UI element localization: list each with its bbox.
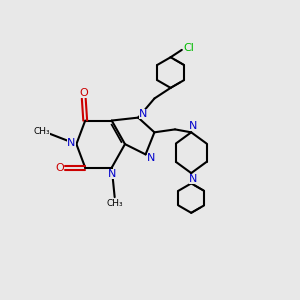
Text: N: N xyxy=(67,138,76,148)
Text: N: N xyxy=(107,169,116,178)
Text: N: N xyxy=(188,174,197,184)
Text: Cl: Cl xyxy=(183,43,194,52)
Text: O: O xyxy=(55,163,64,173)
Text: N: N xyxy=(188,122,197,131)
Text: N: N xyxy=(139,109,148,119)
Text: CH₃: CH₃ xyxy=(33,127,50,136)
Text: O: O xyxy=(80,88,88,98)
Text: CH₃: CH₃ xyxy=(106,199,123,208)
Text: N: N xyxy=(147,153,156,163)
